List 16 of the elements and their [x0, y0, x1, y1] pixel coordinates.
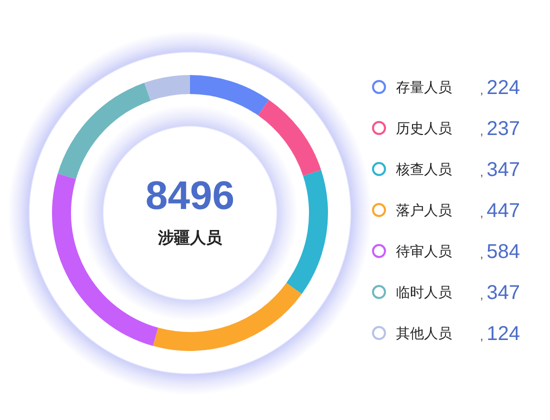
- data-label: , 447: [480, 200, 520, 222]
- legend-label: 历史人员: [396, 120, 452, 136]
- legend-label: 待审人员: [396, 243, 452, 259]
- data-label: , 224: [480, 77, 520, 99]
- text: 8496: [146, 174, 234, 218]
- legend-label: 其他人员: [396, 325, 452, 341]
- data-label: , 237: [480, 118, 520, 140]
- text: 涉疆人员: [157, 229, 223, 247]
- data-label: , 347: [480, 282, 520, 304]
- data-label: , 347: [480, 159, 520, 181]
- legend-label: 临时人员: [396, 284, 452, 300]
- legend-label: 落户人员: [396, 202, 452, 218]
- legend-label: 存量人员: [396, 79, 452, 95]
- legend-label: 核查人员: [395, 161, 452, 177]
- data-label: , 584: [480, 241, 520, 263]
- data-label: , 124: [480, 323, 520, 345]
